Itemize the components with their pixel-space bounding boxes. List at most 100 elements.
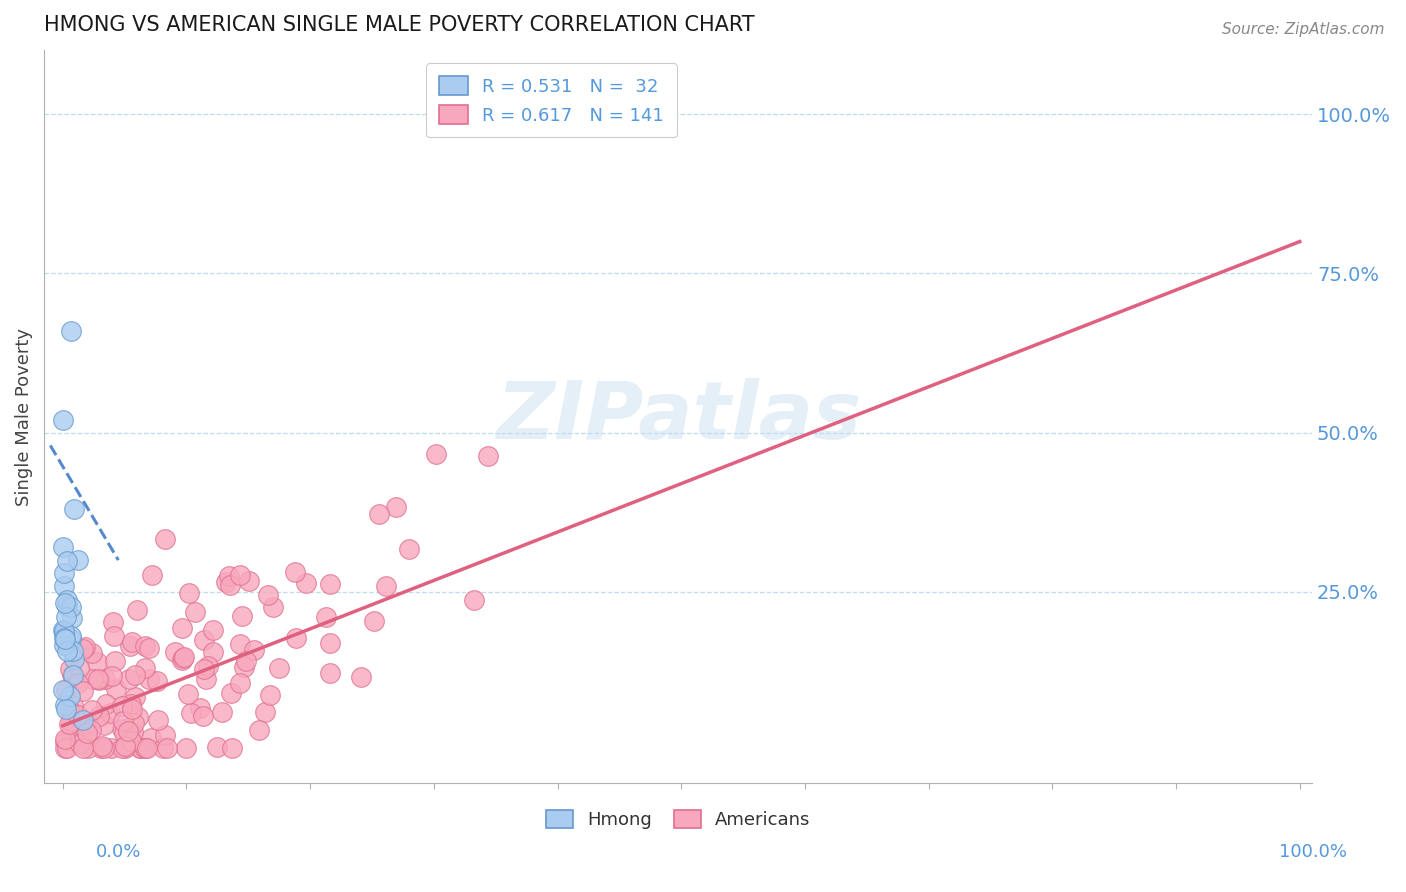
Text: Source: ZipAtlas.com: Source: ZipAtlas.com [1222, 22, 1385, 37]
Point [93, 672, 115, 686]
Point [98, 706, 121, 720]
Point [55, 735, 77, 749]
Point [112, 726, 135, 740]
Point [52, 579, 75, 593]
Point [69, 737, 91, 751]
Point [62, 644, 84, 658]
Point [79, 719, 101, 733]
Point [134, 741, 156, 756]
Point [193, 662, 215, 676]
Point [52, 626, 75, 640]
Point [211, 705, 233, 719]
Legend: Hmong, Americans: Hmong, Americans [538, 803, 818, 837]
Point [374, 579, 396, 593]
Point [52, 413, 75, 427]
Point [52, 682, 75, 697]
Text: 100.0%: 100.0% [1279, 843, 1347, 861]
Point [247, 723, 270, 737]
Point [53, 624, 76, 638]
Point [60, 610, 83, 624]
Text: ZIPatlas: ZIPatlas [496, 377, 860, 456]
Point [172, 650, 194, 665]
Point [53, 638, 76, 652]
Point [243, 642, 266, 657]
Point [52, 631, 75, 645]
Point [115, 724, 138, 739]
Point [62, 698, 84, 712]
Point [89, 741, 111, 756]
Point [398, 541, 420, 556]
Point [77, 741, 100, 756]
Point [134, 661, 156, 675]
Point [53, 632, 76, 646]
Point [59, 689, 82, 703]
Point [87, 709, 110, 723]
Point [193, 633, 215, 648]
Point [125, 603, 148, 617]
Point [62, 652, 84, 666]
Point [59, 662, 82, 676]
Point [120, 697, 142, 711]
Point [87, 673, 110, 688]
Point [53, 698, 76, 712]
Point [111, 741, 134, 756]
Point [177, 687, 200, 701]
Point [72, 720, 94, 734]
Y-axis label: Single Male Poverty: Single Male Poverty [15, 327, 32, 506]
Point [138, 641, 160, 656]
Point [86, 655, 108, 669]
Point [319, 577, 342, 591]
Point [59, 599, 82, 614]
Point [163, 645, 186, 659]
Point [80, 723, 103, 738]
Point [120, 733, 142, 747]
Point [385, 500, 408, 514]
Point [193, 708, 215, 723]
Point [319, 665, 342, 680]
Text: 0.0%: 0.0% [96, 843, 141, 861]
Point [173, 650, 195, 665]
Point [124, 690, 146, 705]
Point [55, 610, 77, 624]
Point [229, 637, 252, 651]
Point [100, 741, 122, 756]
Point [67, 736, 90, 750]
Point [141, 568, 163, 582]
Point [284, 566, 307, 580]
Point [221, 741, 243, 756]
Point [122, 716, 145, 731]
Point [121, 635, 143, 649]
Point [52, 540, 75, 554]
Point [53, 732, 76, 747]
Point [233, 660, 256, 674]
Point [111, 722, 134, 736]
Point [146, 674, 169, 689]
Point [315, 610, 337, 624]
Point [214, 575, 236, 590]
Point [259, 689, 281, 703]
Text: HMONG VS AMERICAN SINGLE MALE POVERTY CORRELATION CHART: HMONG VS AMERICAN SINGLE MALE POVERTY CO… [44, 15, 755, 35]
Point [122, 725, 145, 739]
Point [60, 668, 83, 682]
Point [62, 668, 84, 682]
Point [72, 684, 94, 698]
Point [72, 642, 94, 657]
Point [262, 600, 284, 615]
Point [67, 661, 90, 675]
Point [103, 654, 125, 668]
Point [156, 741, 179, 756]
Point [218, 569, 240, 583]
Point [59, 629, 82, 643]
Point [52, 623, 75, 637]
Point [55, 702, 77, 716]
Point [269, 661, 291, 675]
Point [55, 596, 77, 610]
Point [56, 741, 79, 756]
Point [63, 502, 86, 516]
Point [91, 739, 114, 754]
Point [129, 741, 152, 756]
Point [67, 723, 90, 737]
Point [59, 727, 82, 741]
Point [477, 449, 499, 463]
Point [318, 635, 340, 649]
